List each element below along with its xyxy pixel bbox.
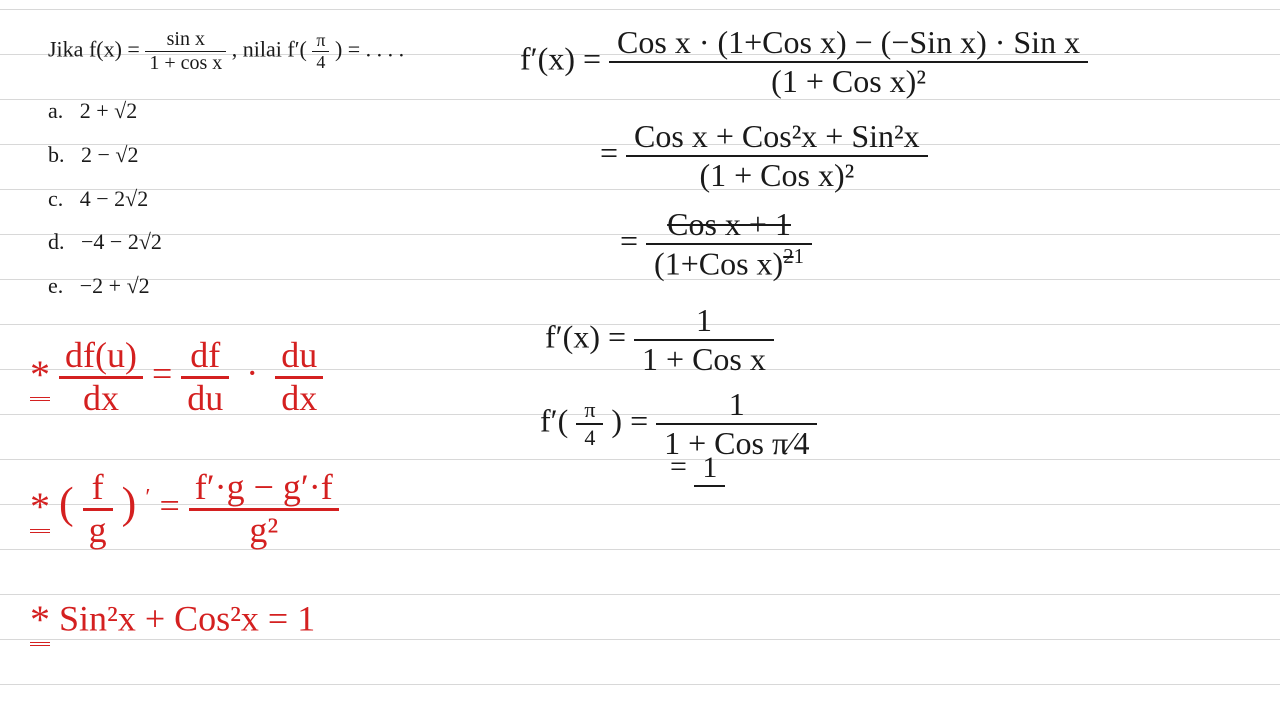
quotient-lhs: f g	[83, 468, 113, 550]
quotient-rule-note: * ( f g ) ′ = f′·g − g′·f g²	[30, 468, 339, 550]
asterisk-icon: *	[30, 353, 50, 401]
q-arg-num: π	[312, 30, 329, 52]
derivation-step-1: f′(x) = Cos x · (1+Cos x) − (−Sin x) · S…	[520, 24, 1088, 100]
option-e: e. −2 + √2	[48, 265, 162, 307]
pythagorean-identity: * Sin²x + Cos²x = 1	[30, 598, 315, 646]
chain-rule-rhs1: df du	[181, 336, 229, 418]
asterisk-icon: *	[30, 598, 50, 646]
option-c: c. 4 − 2√2	[48, 178, 162, 220]
q-prefix: Jika f(x) =	[48, 37, 145, 62]
derivation-step-3: = Cos x + 1 (1+Cos x)21	[620, 206, 812, 283]
quotient-rhs: f′·g − g′·f g²	[189, 468, 339, 550]
q-fraction: sin x 1 + cos x	[145, 28, 226, 75]
chain-rule-note: * df(u) dx = df du · du dx	[30, 336, 323, 418]
q-suffix: ) = . . . .	[335, 37, 404, 62]
derivation-step-6: = 1	[670, 450, 725, 487]
q-middle: , nilai f′(	[232, 37, 307, 62]
q-arg-fraction: π 4	[312, 30, 329, 73]
q-frac-den: 1 + cos x	[145, 52, 226, 75]
derivation-step-4: f′(x) = 1 1 + Cos x	[545, 302, 774, 378]
chain-rule-lhs: df(u) dx	[59, 336, 143, 418]
option-b: b. 2 − √2	[48, 134, 162, 176]
asterisk-icon: *	[30, 485, 50, 533]
question-text: Jika f(x) = sin x 1 + cos x , nilai f′( …	[48, 28, 404, 75]
q-arg-den: 4	[312, 52, 329, 73]
q-frac-num: sin x	[145, 28, 226, 52]
option-a: a. 2 + √2	[48, 90, 162, 132]
chain-rule-rhs2: du dx	[275, 336, 323, 418]
derivation-step-2: = Cos x + Cos²x + Sin²x (1 + Cos x)²	[600, 118, 928, 194]
answer-options: a. 2 + √2 b. 2 − √2 c. 4 − 2√2 d. −4 − 2…	[48, 90, 162, 309]
option-d: d. −4 − 2√2	[48, 221, 162, 263]
